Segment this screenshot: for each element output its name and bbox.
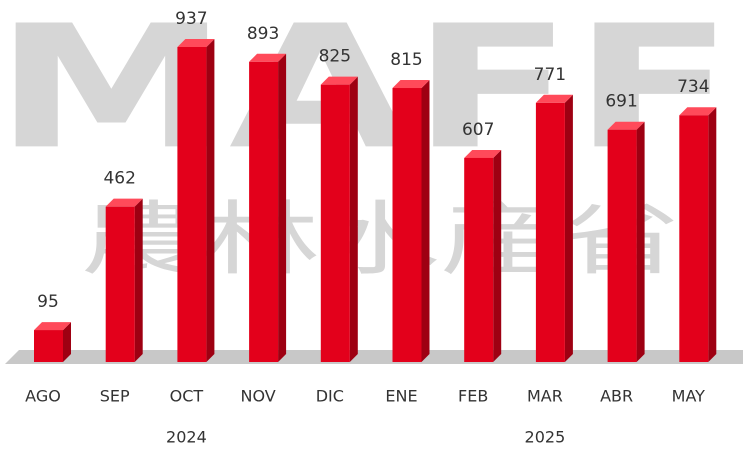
bar-top [535, 94, 573, 103]
value-label: 734 [677, 77, 709, 97]
bar-top [177, 39, 215, 47]
x-group-label: 2024 [166, 428, 207, 447]
bar-top [249, 53, 287, 62]
bar-side [134, 198, 143, 362]
x-tick-label: ABR [600, 387, 633, 406]
bar-top [607, 121, 645, 130]
bar-side [206, 39, 215, 362]
bar [535, 102, 565, 363]
bar-top [464, 149, 502, 158]
x-group-label: 2025 [525, 428, 566, 447]
bar [607, 129, 637, 362]
bar [177, 47, 207, 362]
value-label: 825 [319, 47, 351, 67]
watermark: 農林水産省 [80, 193, 680, 286]
bar [679, 115, 709, 362]
value-label: 771 [534, 65, 566, 85]
bar [320, 84, 350, 362]
x-tick-label: OCT [170, 387, 204, 406]
bar-side [493, 149, 502, 362]
bar-side [708, 107, 717, 362]
bar-side [421, 80, 430, 362]
x-tick-label: ENE [385, 387, 417, 406]
bar-top [105, 198, 143, 207]
x-tick-label: AGO [25, 387, 61, 406]
value-label: 607 [462, 120, 494, 140]
x-tick-label: DIC [316, 387, 344, 406]
bar [392, 88, 422, 363]
bar-side [349, 76, 358, 362]
bar [34, 330, 63, 362]
bar [249, 61, 279, 362]
x-tick-label: MAY [672, 387, 706, 406]
value-label: 815 [390, 50, 422, 70]
value-label: 937 [175, 9, 207, 29]
value-label: 462 [103, 169, 135, 189]
bar-side [636, 121, 645, 362]
bar-side [564, 94, 573, 363]
bar [105, 206, 135, 362]
bar-top [679, 107, 717, 116]
bar-top [392, 80, 430, 89]
x-tick-label: SEP [100, 387, 130, 406]
bar-top [34, 322, 71, 331]
bar-top [320, 76, 358, 85]
x-tick-label: NOV [240, 387, 275, 406]
bar [464, 157, 494, 362]
bar-side [63, 322, 71, 362]
x-tick-label: FEB [458, 387, 488, 406]
value-label: 691 [605, 92, 637, 112]
value-label: 95 [37, 292, 59, 312]
x-tick-label: MAR [527, 387, 563, 406]
value-label: 893 [247, 24, 279, 44]
bar-side [278, 53, 287, 362]
